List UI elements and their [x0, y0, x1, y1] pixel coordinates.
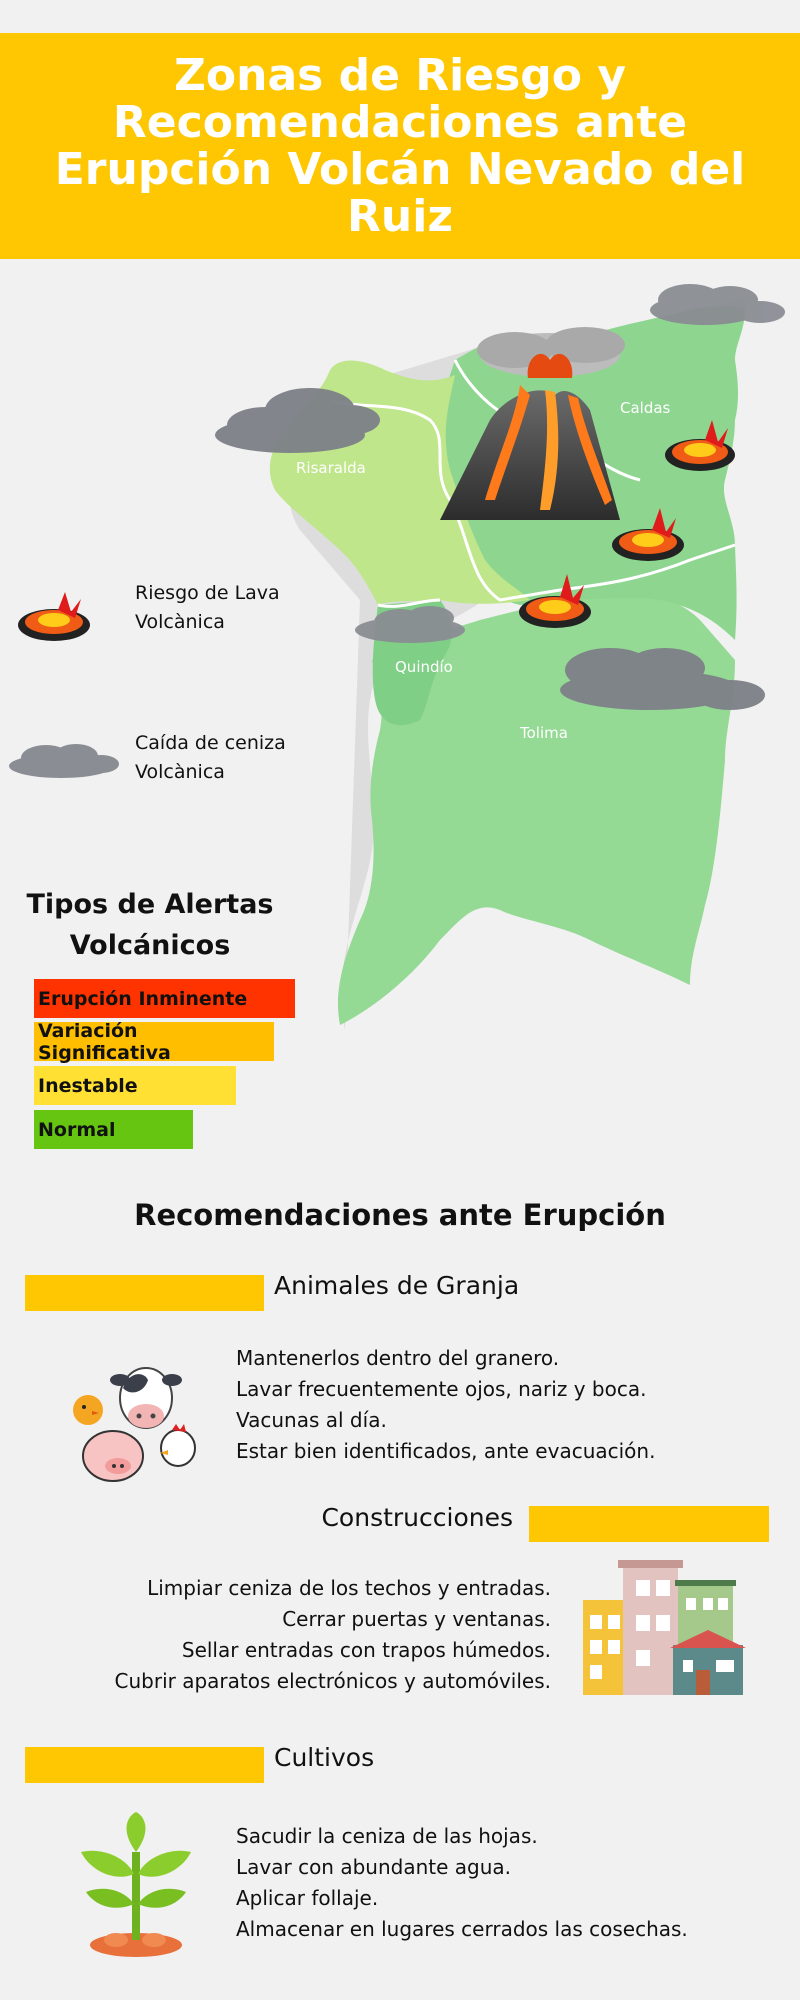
legend-ash-label: Caída de ceniza Volcànica	[135, 732, 286, 783]
alerts-title: Tipos de Alertas Volcánicos	[26, 889, 274, 961]
ash-cloud-icon	[650, 284, 785, 325]
section-title-animals: Animales de Granja	[274, 1271, 520, 1300]
buildings-list: Limpiar ceniza de los techos y entradas.…	[80, 1573, 551, 1697]
ash-cloud-icon	[560, 648, 765, 710]
label-quindio: Quindío	[395, 658, 453, 676]
volcano-icon	[440, 327, 625, 520]
section-title-crops: Cultivos	[274, 1743, 375, 1772]
list-item: Lavar con abundante agua.	[236, 1855, 512, 1879]
list-item: Estar bien identificados, ante evacuació…	[236, 1439, 656, 1463]
section-bar	[25, 1275, 264, 1311]
region-map: Risaralda Caldas Quindío Tolima	[215, 284, 785, 1030]
header-banner: Zonas de Riesgo y Recomendaciones ante E…	[0, 33, 800, 259]
list-item: Sellar entradas con trapos húmedos.	[181, 1638, 551, 1662]
lava-icon	[665, 420, 735, 471]
list-item: Vacunas al día.	[236, 1408, 387, 1432]
list-item: Cerrar puertas y ventanas.	[282, 1607, 551, 1631]
crops-list: Sacudir la ceniza de las hojas. Lavar co…	[236, 1821, 688, 1945]
list-item: Lavar frecuentemente ojos, nariz y boca.	[236, 1377, 647, 1401]
buildings-icon	[583, 1560, 746, 1695]
animals-list: Mantenerlos dentro del granero. Lavar fr…	[236, 1343, 655, 1467]
list-item: Cubrir aparatos electrónicos y automóvil…	[114, 1669, 551, 1693]
recommendations-title: Recomendaciones ante Erupción	[134, 1198, 666, 1232]
ash-cloud-icon	[355, 606, 465, 643]
section-bar	[25, 1747, 264, 1783]
list-item: Limpiar ceniza de los techos y entradas.	[147, 1576, 551, 1600]
farm-animals-icon	[73, 1367, 196, 1482]
plant-icon	[81, 1812, 191, 1957]
alert-unstable: Inestable	[34, 1066, 236, 1105]
lava-icon	[519, 574, 591, 628]
ash-cloud-icon	[9, 744, 119, 778]
list-item: Aplicar follaje.	[236, 1886, 379, 1910]
list-item: Mantenerlos dentro del granero.	[236, 1346, 560, 1370]
section-bar	[529, 1506, 769, 1542]
label-risaralda: Risaralda	[296, 459, 366, 477]
label-caldas: Caldas	[620, 399, 671, 417]
page-title: Zonas de Riesgo y Recomendaciones ante E…	[54, 50, 746, 242]
list-item: Sacudir la ceniza de las hojas.	[236, 1824, 538, 1848]
legend-lava-label: Riesgo de Lava Volcànica	[135, 582, 280, 633]
alert-normal: Normal	[34, 1110, 193, 1149]
lava-icon	[18, 592, 90, 641]
alert-significant-variation: Variación Significativa	[34, 1020, 274, 1064]
alert-eruption-imminent: Erupción Inminente	[34, 979, 295, 1018]
lava-icon	[612, 508, 684, 561]
list-item: Almacenar en lugares cerrados las cosech…	[236, 1917, 688, 1941]
ash-cloud-icon	[215, 388, 380, 453]
section-title-buildings: Construcciones	[321, 1503, 513, 1532]
label-tolima: Tolima	[519, 724, 568, 742]
